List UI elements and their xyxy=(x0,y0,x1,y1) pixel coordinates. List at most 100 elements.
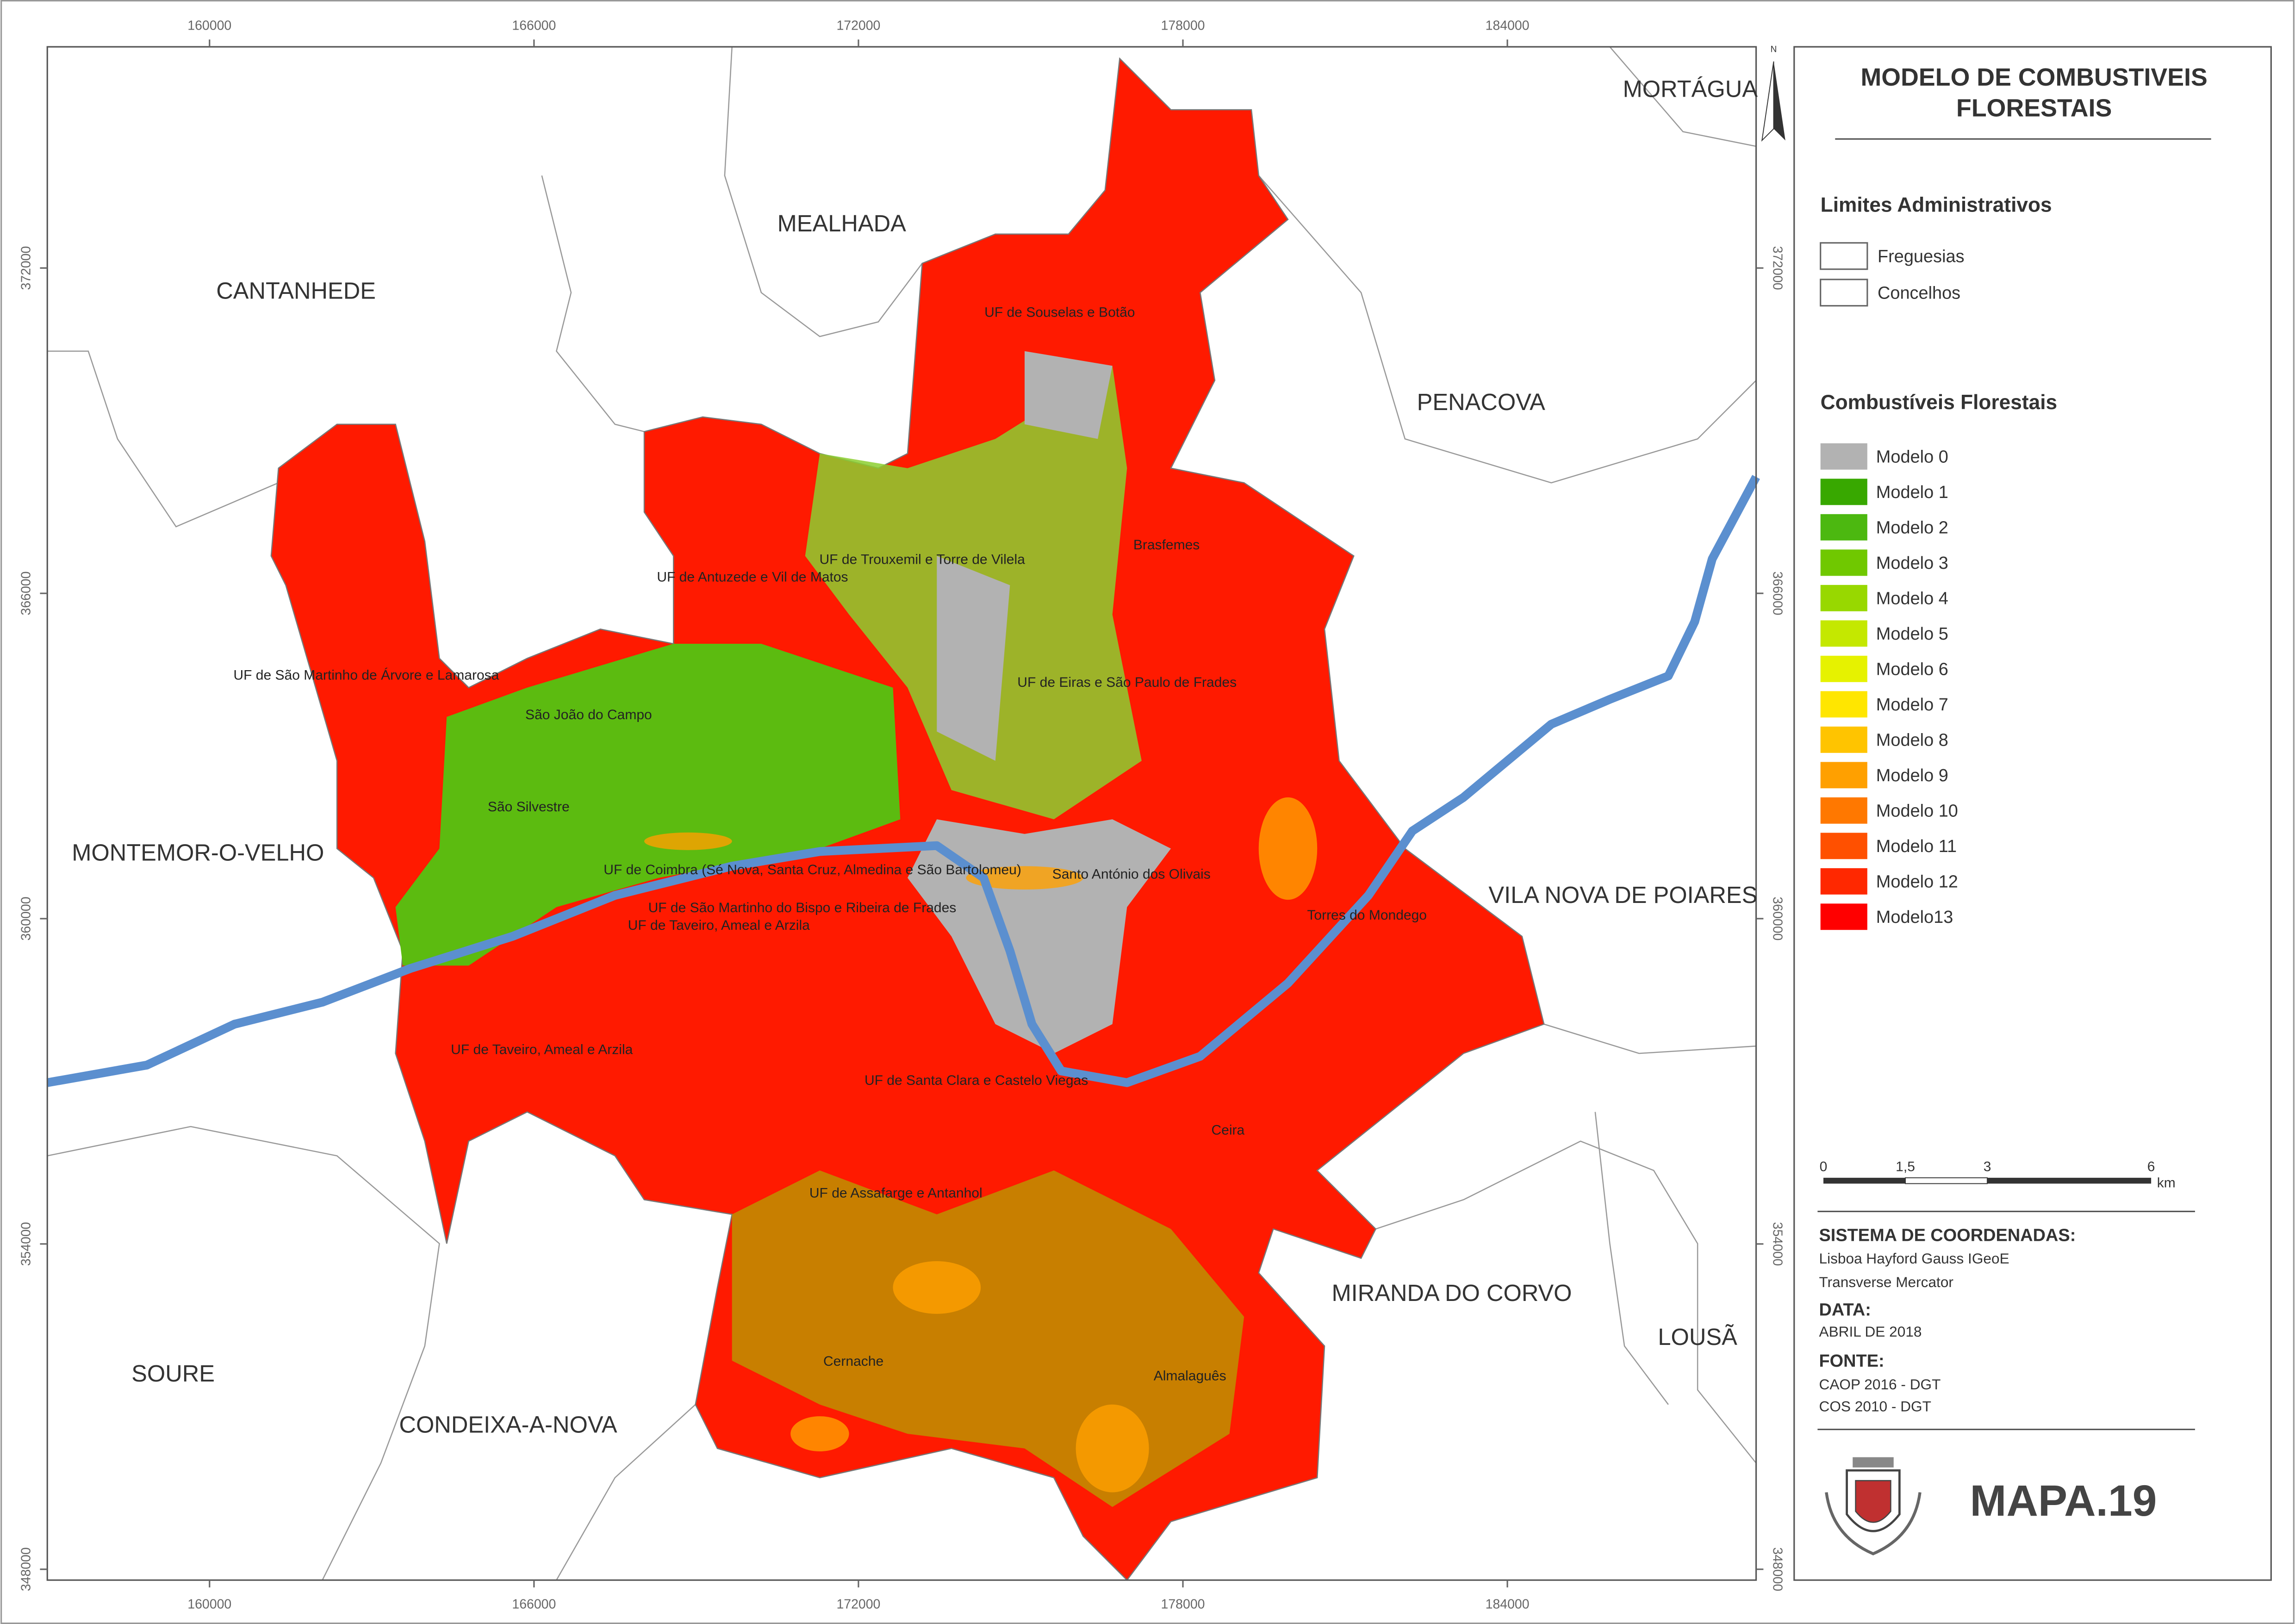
x-tick-label: 166000 xyxy=(512,18,556,33)
info-text: Transverse Mercator xyxy=(1819,1274,1953,1290)
map-title: FLORESTAIS xyxy=(1956,94,2112,122)
x-tick-label: 184000 xyxy=(1486,18,1530,33)
concelho-label: CANTANHEDE xyxy=(216,278,376,304)
freguesia-label: Ceira xyxy=(1212,1123,1245,1138)
info-heading: FONTE: xyxy=(1819,1351,1885,1371)
freguesia-label: UF de Taveiro, Ameal e Arzila xyxy=(451,1042,633,1058)
freguesia-label: UF de Santa Clara e Castelo Viegas xyxy=(865,1073,1088,1088)
mondego-river xyxy=(46,475,1760,1087)
legend-swatch xyxy=(1820,443,1867,470)
coat-of-arms xyxy=(1825,1457,1922,1556)
freguesia-label: São João do Campo xyxy=(525,707,652,722)
y-tick-label: 366000 xyxy=(19,572,33,616)
freguesia-label: UF de Trouxemil e Torre de Vilela xyxy=(820,552,1026,567)
legend-swatch xyxy=(1820,620,1867,647)
info-text: ABRIL DE 2018 xyxy=(1819,1323,1922,1340)
legend-heading: Limites Administrativos xyxy=(1821,193,2052,216)
concelho-label: MIRANDA DO CORVO xyxy=(1332,1280,1572,1306)
y-tick-label: 348000 xyxy=(19,1547,33,1591)
north-arrow: N xyxy=(1761,44,1785,142)
municipality-fuel-area xyxy=(270,57,1545,1581)
scale-bar: 0 1,5 3 6km xyxy=(1820,1159,2176,1191)
legend-swatch xyxy=(1820,762,1867,789)
legend-label: Modelo 4 xyxy=(1876,589,1948,609)
freguesia-label: Cernache xyxy=(823,1354,883,1369)
y-tick-label: 354000 xyxy=(1770,1222,1785,1266)
scale-unit: km xyxy=(2157,1175,2176,1190)
y-tick-label: 372000 xyxy=(1770,246,1785,290)
legend-frame xyxy=(1793,46,2272,1581)
info-text: CAOP 2016 - DGT xyxy=(1819,1376,1941,1393)
legend-label: Concelhos xyxy=(1878,283,1960,303)
legend-label: Modelo 9 xyxy=(1876,766,1948,785)
legend-label: Modelo 12 xyxy=(1876,872,1958,892)
scale-label: 0 xyxy=(1820,1159,1828,1175)
x-tick-label: 178000 xyxy=(1161,1597,1205,1612)
legend-label: Modelo 3 xyxy=(1876,554,1948,573)
freguesia-label: UF de Antuzede e Vil de Matos xyxy=(657,570,848,585)
y-tick-label: 354000 xyxy=(19,1222,33,1266)
freguesia-label: Santo António dos Olivais xyxy=(1052,866,1211,882)
info-heading: SISTEMA DE COORDENADAS: xyxy=(1819,1226,2076,1245)
x-tick-label: 166000 xyxy=(512,1597,556,1612)
legend-swatch xyxy=(1820,691,1867,718)
orange-patches xyxy=(644,797,1318,1493)
scale-label: 6 xyxy=(2147,1159,2155,1175)
legend-swatch xyxy=(1820,726,1867,753)
north-label: N xyxy=(1771,44,1777,54)
legend-swatch xyxy=(1820,903,1867,930)
legend-swatch xyxy=(1820,833,1867,859)
x-tick-label: 184000 xyxy=(1486,1597,1530,1612)
legend-label: Modelo 0 xyxy=(1876,447,1948,467)
plain-green-area xyxy=(395,643,901,966)
freguesia-label: UF de São Martinho de Árvore e Lamarosa xyxy=(233,667,499,683)
coordinate-ticks: 160000 160000 166000 166000 172000 172000 1780… xyxy=(19,18,1785,1612)
freguesia-label: Almalaguês xyxy=(1154,1369,1226,1384)
legend-label: Modelo13 xyxy=(1876,908,1953,927)
legend-label: Modelo 7 xyxy=(1876,695,1948,715)
map-id: MAPA.19 xyxy=(1970,1476,2157,1525)
x-tick-label: 172000 xyxy=(836,18,880,33)
y-tick-label: 360000 xyxy=(1770,896,1785,940)
concelho-label: SOURE xyxy=(131,1360,215,1387)
concelho-labels: MORTÁGUA MEALHADA CANTANHEDE PENACOVA MO… xyxy=(72,75,1758,1437)
concelho-label: MORTÁGUA xyxy=(1623,75,1758,102)
freguesia-label: UF de Assafarge e Antanhol xyxy=(809,1186,983,1201)
freguesia-label: UF de São Martinho do Bispo e Ribeira de… xyxy=(648,900,957,915)
x-tick-label: 178000 xyxy=(1161,18,1205,33)
x-tick-label: 172000 xyxy=(836,1597,880,1612)
concelho-label: MONTEMOR-O-VELHO xyxy=(72,840,324,866)
freguesia-label: São Silvestre xyxy=(488,799,570,815)
concelho-label: PENACOVA xyxy=(1417,389,1546,415)
legend-swatch xyxy=(1820,279,1868,307)
legend-label: Modelo 11 xyxy=(1876,837,1957,856)
map-title: MODELO DE COMBUSTIVEIS xyxy=(1861,63,2208,91)
legend-swatch xyxy=(1820,655,1867,682)
freguesia-label: UF de Eiras e São Paulo de Frades xyxy=(1017,675,1237,690)
legend-label: Modelo 6 xyxy=(1876,660,1948,679)
map-frame xyxy=(46,46,1757,1581)
info-heading: DATA: xyxy=(1819,1300,1871,1320)
freguesia-label: Brasfemes xyxy=(1133,537,1200,553)
freguesia-label: UF de Souselas e Botão xyxy=(984,305,1135,320)
legend-label: Modelo 2 xyxy=(1876,518,1948,537)
concelho-boundaries xyxy=(47,46,1757,1580)
freguesia-labels: UF de Souselas e Botão UF de Trouxemil e… xyxy=(233,305,1427,1383)
freguesia-label: UF de Taveiro, Ameal e Arzila xyxy=(628,918,810,933)
legend-label: Modelo 10 xyxy=(1876,802,1958,821)
freguesia-label: UF de Coimbra (Sé Nova, Santa Cruz, Alme… xyxy=(603,862,1021,877)
legend-label: Modelo 8 xyxy=(1876,731,1948,750)
legend-label: Modelo 1 xyxy=(1876,483,1948,502)
y-tick-label: 360000 xyxy=(19,896,33,940)
scale-label: 1,5 xyxy=(1896,1159,1915,1175)
legend-swatch xyxy=(1820,514,1867,541)
concelho-label: MEALHADA xyxy=(777,210,907,236)
legend-heading: Combustíveis Florestais xyxy=(1821,391,2058,414)
legend-swatch xyxy=(1820,479,1867,505)
legend-items: Freguesias Concelhos Modelo 0 Modelo 1 Model… xyxy=(1820,242,1965,930)
legend-swatch xyxy=(1820,868,1867,895)
y-tick-label: 366000 xyxy=(1770,572,1785,616)
y-tick-label: 372000 xyxy=(19,246,33,290)
